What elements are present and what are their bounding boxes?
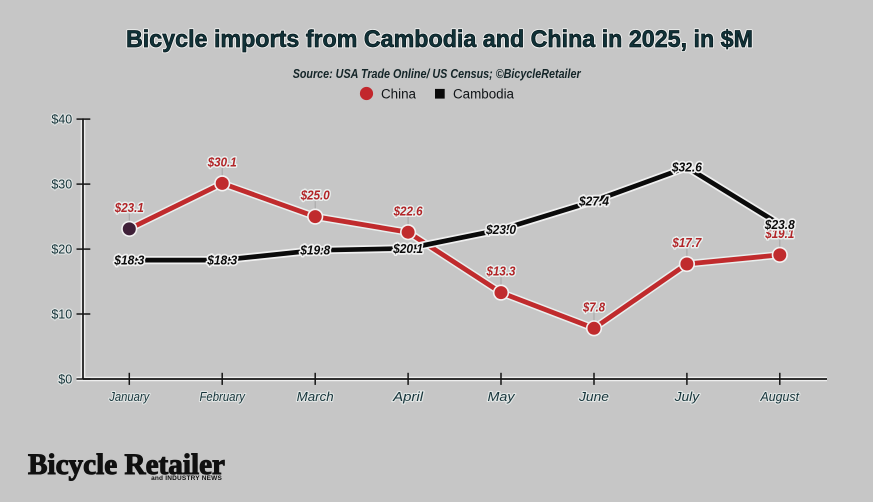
svg-text:$40: $40 xyxy=(51,112,72,126)
svg-text:March: March xyxy=(297,390,334,404)
svg-text:$10: $10 xyxy=(51,307,72,321)
svg-text:$0: $0 xyxy=(58,372,72,386)
svg-text:June: June xyxy=(578,390,609,404)
svg-text:$27.4: $27.4 xyxy=(578,193,609,208)
svg-text:$20.1: $20.1 xyxy=(392,241,423,256)
svg-text:$30.1: $30.1 xyxy=(207,155,237,170)
svg-text:$17.7: $17.7 xyxy=(672,235,703,250)
svg-text:$13.3: $13.3 xyxy=(486,264,517,279)
svg-text:$7.8: $7.8 xyxy=(582,299,606,314)
svg-text:February: February xyxy=(199,390,245,404)
svg-text:$32.6: $32.6 xyxy=(671,160,703,175)
svg-text:Source: USA Trade Online/ US C: Source: USA Trade Online/ US Census; ©Bi… xyxy=(293,66,582,81)
svg-text:China: China xyxy=(381,86,416,102)
svg-text:April: April xyxy=(392,390,425,404)
svg-text:$25.0: $25.0 xyxy=(300,188,331,203)
svg-text:July: July xyxy=(674,390,700,404)
svg-text:$19.8: $19.8 xyxy=(299,243,331,258)
svg-text:$23.8: $23.8 xyxy=(764,217,796,232)
svg-text:Bicycle imports from Cambodia: Bicycle imports from Cambodia and China … xyxy=(126,26,753,53)
svg-text:Bicycle imports from Cambodia: Bicycle imports from Cambodia and China … xyxy=(126,26,753,53)
svg-text:$20: $20 xyxy=(51,242,72,256)
svg-text:$23.0: $23.0 xyxy=(485,222,516,237)
svg-text:$30: $30 xyxy=(51,177,72,191)
svg-text:Bicycle Retailer: Bicycle Retailer xyxy=(28,448,225,481)
svg-text:$22.6: $22.6 xyxy=(393,203,424,218)
svg-text:Cambodia: Cambodia xyxy=(453,86,514,102)
svg-text:May: May xyxy=(488,390,516,404)
svg-text:August: August xyxy=(760,390,800,404)
svg-text:$18.3: $18.3 xyxy=(206,253,237,268)
svg-text:$18.3: $18.3 xyxy=(113,253,144,268)
svg-text:January: January xyxy=(108,390,150,404)
svg-text:$23.1: $23.1 xyxy=(114,200,144,215)
svg-text:and INDUSTRY NEWS: and INDUSTRY NEWS xyxy=(151,475,222,482)
svg-text:$19.1: $19.1 xyxy=(764,226,794,241)
